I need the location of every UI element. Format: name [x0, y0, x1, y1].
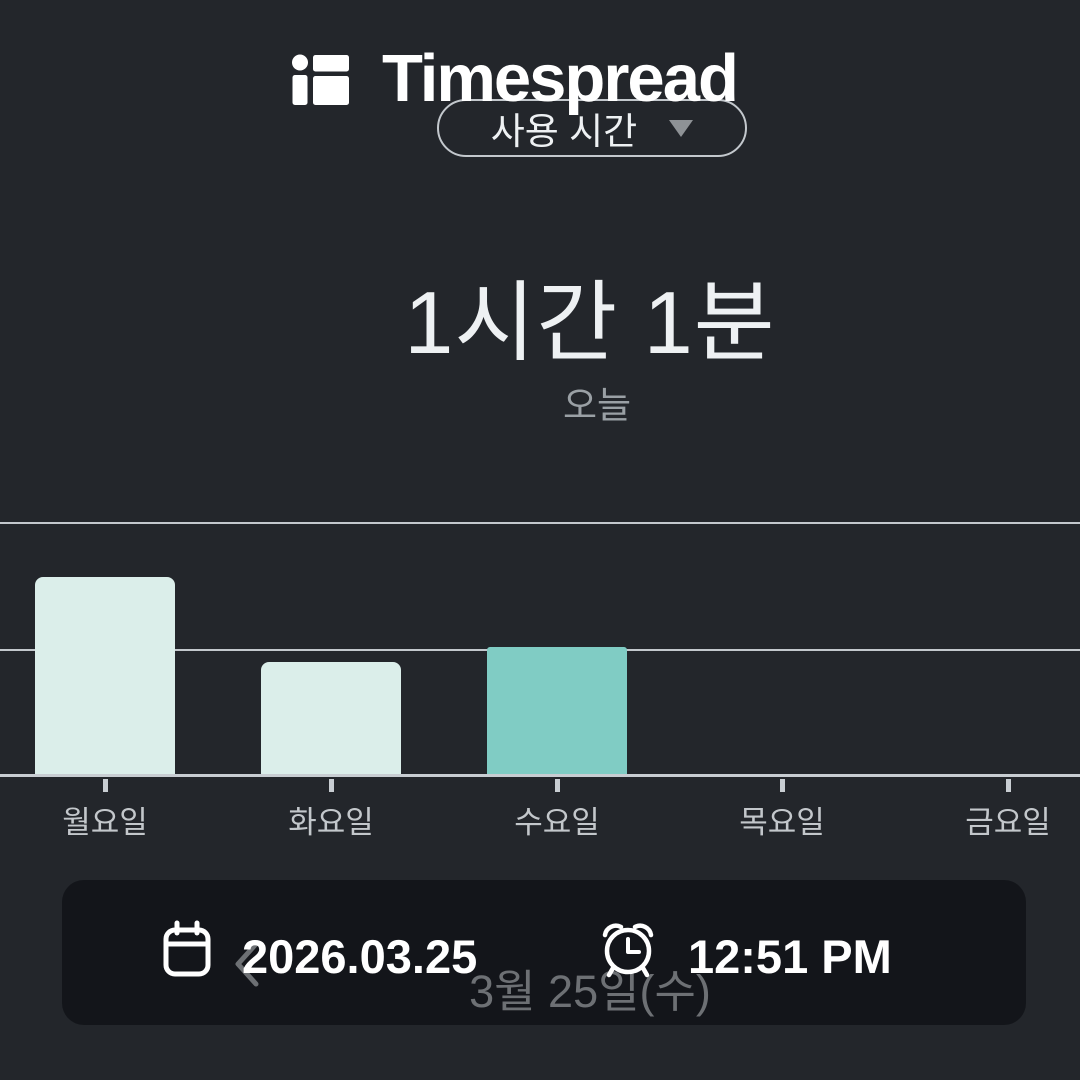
metric-selector-dropdown[interactable]: 사용 시간 — [437, 99, 747, 157]
chart-bar-수요일[interactable] — [487, 647, 627, 776]
selected-date-value: 2026.03.25 — [242, 930, 478, 983]
usage-total-caption: 오늘 — [562, 385, 632, 426]
axis-label-금요일: 금요일 — [965, 805, 1051, 840]
selected-time-value: 12:51 PM — [688, 930, 892, 983]
chart-tick — [329, 779, 334, 792]
chart-tick — [1006, 779, 1011, 792]
axis-label-월요일: 월요일 — [62, 805, 148, 840]
chart-gridline — [0, 522, 1080, 524]
chevron-down-icon — [669, 119, 694, 137]
prev-day-button[interactable] — [232, 938, 262, 995]
chevron-left-icon — [235, 941, 259, 987]
axis-label-목요일: 목요일 — [739, 805, 825, 840]
axis-label-수요일: 수요일 — [514, 805, 600, 840]
metric-selector-label: 사용 시간 — [490, 111, 638, 152]
axis-label-화요일: 화요일 — [288, 805, 374, 840]
alarm-clock-icon — [602, 923, 654, 978]
chart-bar-화요일[interactable] — [261, 662, 401, 776]
chart-bar-월요일[interactable] — [35, 577, 175, 776]
calendar-icon — [163, 920, 211, 977]
chart-x-axis — [0, 774, 1080, 777]
usage-total-value: 1시간 1분 — [404, 273, 776, 372]
chart-tick — [555, 779, 560, 792]
share-info-card — [62, 880, 1026, 1025]
chart-tick — [780, 779, 785, 792]
date-nav-label: 3월 25일(수) — [469, 966, 711, 1017]
chart-tick — [103, 779, 108, 792]
